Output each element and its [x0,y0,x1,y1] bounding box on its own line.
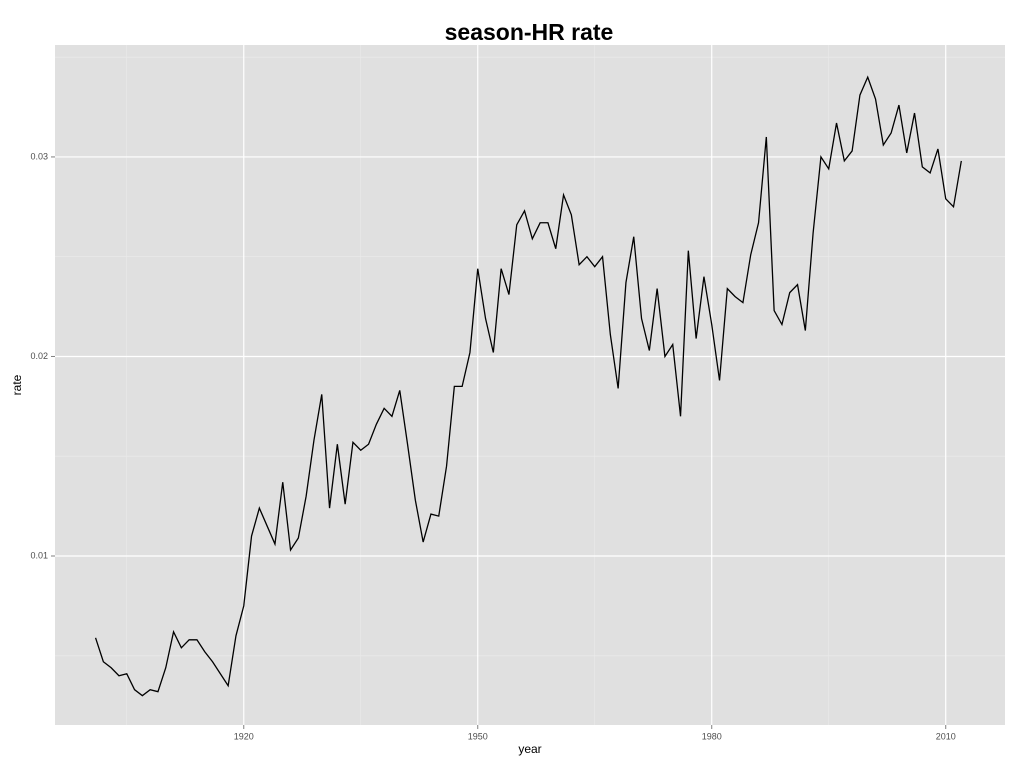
y-tick-label: 0.02 [30,351,48,361]
x-tick-label: 2010 [936,731,956,741]
y-axis-label: rate [10,374,24,395]
data-line [94,75,962,697]
chart-title: season-HR rate [445,19,614,45]
plot-panel [55,45,1005,725]
x-tick-label: 1950 [468,731,488,741]
x-tick-label: 1920 [234,731,254,741]
x-tick-label: 1980 [702,731,722,741]
x-axis-label: year [518,742,541,756]
y-tick-label: 0.01 [30,550,48,560]
y-tick-label: 0.03 [30,151,48,161]
